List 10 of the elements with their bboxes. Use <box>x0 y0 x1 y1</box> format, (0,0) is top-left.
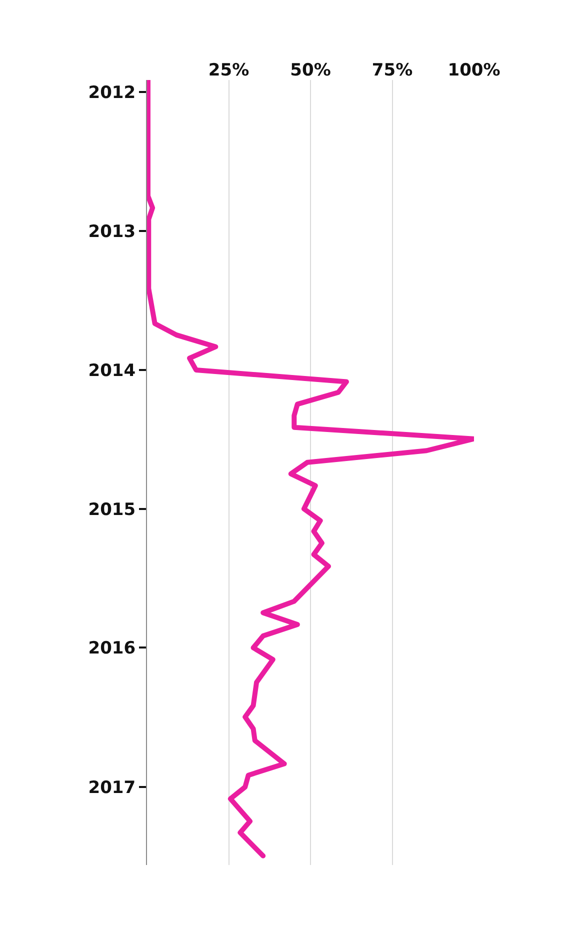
x-tick-label: 100% <box>448 60 500 81</box>
x-tick-label: 50% <box>290 60 331 81</box>
y-tick-label: 2015 <box>88 500 136 520</box>
y-tick-label: 2016 <box>88 638 136 659</box>
y-tick-label: 2013 <box>88 222 136 242</box>
y-tick-label: 2012 <box>88 82 136 103</box>
x-tick-label: 25% <box>208 60 250 81</box>
y-tick-label: 2017 <box>88 778 136 798</box>
y-tick-label: 2014 <box>88 360 136 381</box>
x-tick-label: 75% <box>372 60 413 81</box>
